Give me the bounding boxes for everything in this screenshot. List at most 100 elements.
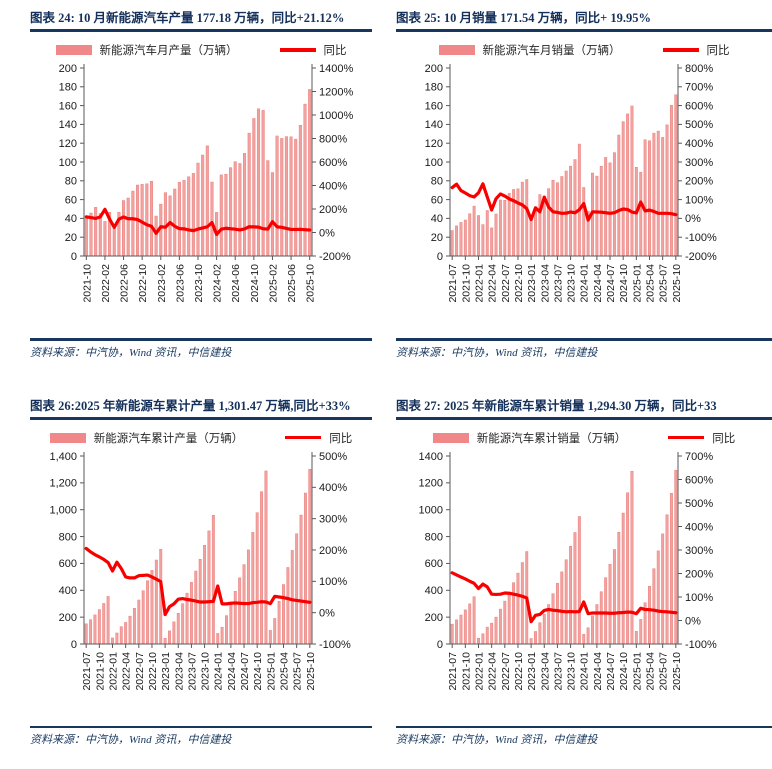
svg-text:2023-10: 2023-10	[566, 651, 578, 690]
svg-text:2022-01: 2022-01	[474, 651, 486, 690]
svg-text:2023-07: 2023-07	[186, 651, 198, 690]
svg-text:300%: 300%	[319, 513, 347, 525]
svg-text:2023-04: 2023-04	[173, 651, 185, 690]
svg-text:1400: 1400	[419, 450, 443, 462]
svg-text:80: 80	[431, 176, 443, 188]
svg-text:1,400: 1,400	[49, 450, 77, 462]
svg-text:2025-10: 2025-10	[671, 651, 683, 690]
svg-text:2024-04: 2024-04	[592, 651, 604, 690]
svg-text:100%: 100%	[685, 194, 713, 206]
svg-text:-100%: -100%	[685, 232, 717, 244]
source-rule	[396, 338, 772, 341]
svg-text:200%: 200%	[685, 176, 713, 188]
svg-text:400: 400	[425, 585, 443, 597]
svg-text:140: 140	[59, 119, 77, 131]
svg-text:2022-01: 2022-01	[108, 651, 120, 690]
svg-text:2024-10: 2024-10	[618, 651, 630, 690]
source-rule	[30, 338, 372, 341]
svg-text:500%: 500%	[685, 497, 713, 509]
svg-text:0: 0	[437, 251, 443, 263]
line-series-label: 同比	[323, 45, 347, 57]
svg-text:20: 20	[65, 232, 77, 244]
svg-text:2024-07: 2024-07	[239, 651, 251, 690]
line-series-label: 同比	[712, 432, 736, 445]
svg-text:2022-04: 2022-04	[121, 651, 133, 690]
svg-text:600: 600	[425, 558, 443, 570]
svg-text:2023-10: 2023-10	[200, 651, 212, 690]
chart-canvas: 0 20 40 60 80 100 120 140 160 180 200 -200% 0% 200% 40…	[59, 63, 354, 303]
svg-text:2025-01: 2025-01	[265, 651, 277, 690]
svg-text:800: 800	[59, 531, 77, 543]
svg-text:20: 20	[431, 232, 443, 244]
svg-text:100%: 100%	[685, 591, 713, 603]
svg-text:400%: 400%	[685, 138, 713, 150]
svg-text:60: 60	[431, 194, 443, 206]
svg-text:200%: 200%	[685, 568, 713, 580]
svg-text:200: 200	[425, 611, 443, 623]
svg-text:40: 40	[431, 213, 443, 225]
svg-text:300%: 300%	[685, 157, 713, 169]
chart-legend: 新能源汽车月产量（万辆） 同比	[30, 40, 372, 60]
chart-legend: 新能源汽车累计产量（万辆） 同比	[30, 428, 372, 448]
bar-series-swatch	[55, 45, 92, 55]
svg-text:100: 100	[59, 157, 77, 169]
svg-text:200%: 200%	[319, 544, 347, 556]
bar-series-label: 新能源汽车月产量（万辆）	[99, 45, 238, 57]
svg-text:600%: 600%	[319, 157, 347, 169]
svg-text:2022-01: 2022-01	[474, 264, 486, 303]
svg-text:80: 80	[65, 176, 77, 188]
svg-text:120: 120	[425, 138, 443, 150]
title-rule	[30, 416, 372, 420]
bar-series-label: 新能源汽车月销量（万辆）	[482, 45, 621, 57]
svg-text:1,000: 1,000	[49, 504, 77, 516]
svg-text:400%: 400%	[319, 482, 347, 494]
figure-panel-26: 图表 26:2025 年新能源车累计产量 1,301.47 万辆,同比+33% …	[0, 395, 386, 751]
svg-text:2024-04: 2024-04	[226, 651, 238, 690]
svg-text:400%: 400%	[319, 180, 347, 192]
svg-text:2021-10: 2021-10	[460, 651, 472, 690]
line-series-swatch	[662, 48, 699, 52]
svg-text:2022-07: 2022-07	[134, 651, 146, 690]
svg-text:2025-04: 2025-04	[645, 264, 657, 303]
chart-canvas: 0 200 400 600 800 1,000 1,200 1,400 -100% 0% 100% 2…	[49, 450, 351, 690]
svg-text:2021-10: 2021-10	[460, 264, 472, 303]
svg-text:400: 400	[59, 585, 77, 597]
svg-text:2025-07: 2025-07	[658, 651, 670, 690]
svg-text:0: 0	[71, 251, 77, 263]
svg-text:0: 0	[71, 638, 77, 650]
svg-text:2023-02: 2023-02	[156, 264, 168, 303]
svg-text:-200%: -200%	[319, 251, 351, 263]
bar-series-label: 新能源汽车累计产量（万辆）	[93, 432, 244, 445]
svg-text:2022-02: 2022-02	[100, 264, 112, 303]
line-series-swatch	[285, 435, 322, 440]
svg-text:2022-04: 2022-04	[487, 264, 499, 303]
line-series-label: 同比	[329, 432, 353, 445]
svg-text:2025-07: 2025-07	[658, 264, 670, 303]
svg-text:2022-10: 2022-10	[513, 264, 525, 303]
source-note: 资料来源：中汽协，Wind 资讯，中信建投	[396, 346, 598, 359]
source-note: 资料来源：中汽协，Wind 资讯，中信建投	[396, 734, 598, 746]
svg-text:2025-10: 2025-10	[671, 264, 683, 303]
svg-text:2021-10: 2021-10	[94, 651, 106, 690]
svg-text:2022-07: 2022-07	[500, 264, 512, 303]
svg-text:1200%: 1200%	[319, 86, 353, 98]
svg-text:2022-10: 2022-10	[137, 264, 149, 303]
svg-text:2025-10: 2025-10	[305, 651, 317, 690]
svg-text:2025-01: 2025-01	[631, 651, 643, 690]
source-rule	[30, 725, 372, 728]
svg-text:-100%: -100%	[319, 638, 351, 650]
svg-text:120: 120	[59, 138, 77, 150]
bar-series-swatch	[438, 45, 475, 55]
svg-text:2024-10: 2024-10	[249, 264, 261, 303]
svg-text:180: 180	[59, 82, 77, 94]
svg-text:2024-10: 2024-10	[618, 264, 630, 303]
svg-text:2024-07: 2024-07	[605, 264, 617, 303]
line-series-swatch	[668, 435, 705, 440]
figure-title: 图表 27: 2025 年新能源车累计销量 1,294.30 万辆，同比+33	[396, 398, 717, 413]
svg-text:600%: 600%	[685, 100, 713, 112]
chart-legend: 新能源汽车累计销量（万辆） 同比	[396, 428, 772, 448]
svg-text:300%: 300%	[685, 544, 713, 556]
svg-text:700%: 700%	[685, 82, 713, 94]
svg-text:1000: 1000	[419, 504, 443, 516]
svg-text:2024-01: 2024-01	[579, 264, 591, 303]
